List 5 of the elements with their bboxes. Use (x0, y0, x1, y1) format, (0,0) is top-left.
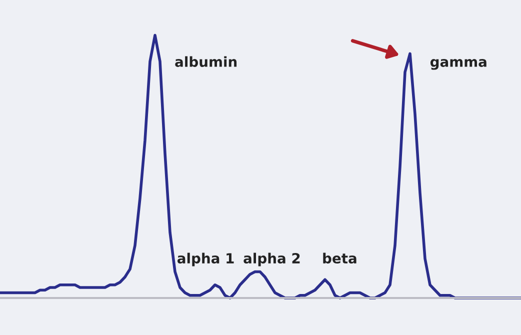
annotation: alpha 2 (244, 252, 300, 266)
annotation: gamma (430, 59, 486, 70)
annotation: albumin (175, 56, 237, 67)
annotation: beta (323, 252, 356, 264)
annotation: alpha 1 (177, 252, 234, 266)
